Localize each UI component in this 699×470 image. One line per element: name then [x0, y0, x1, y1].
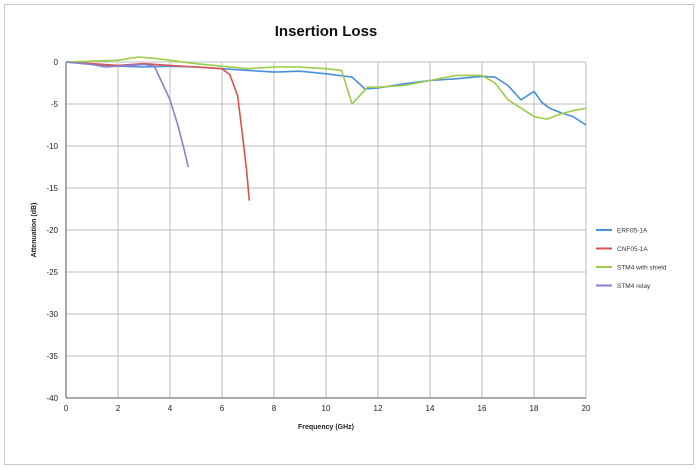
y-tick-labels: 0 -5 -10 -15 -20 -25 -30 -35 -40 — [46, 58, 58, 403]
x-axis-label: Frequency (GHz) — [298, 424, 354, 431]
x-tick-label: 20 — [582, 404, 591, 413]
y-tick-label: -5 — [51, 100, 59, 109]
gridlines — [65, 61, 587, 399]
y-tick-label: -25 — [46, 268, 58, 277]
data-series — [65, 56, 587, 201]
series-line-stm4-with-shield — [65, 56, 587, 120]
x-tick-label: 10 — [322, 404, 331, 413]
x-tick-label: 18 — [530, 404, 539, 413]
series-line-cnf05-1a — [65, 61, 251, 201]
x-tick-label: 12 — [374, 404, 383, 413]
legend-label: CNF05-1A — [617, 246, 648, 253]
y-tick-label: 0 — [54, 58, 59, 67]
x-tick-label: 8 — [272, 404, 277, 413]
x-tick-label: 2 — [116, 404, 121, 413]
axes — [65, 62, 586, 399]
y-tick-label: -20 — [46, 226, 58, 235]
x-tick-label: 16 — [478, 404, 487, 413]
x-tick-label: 4 — [168, 404, 173, 413]
legend: ERF05-1A CNF05-1A STM4 with shield STM4 rel… — [596, 228, 667, 290]
x-tick-label: 14 — [426, 404, 435, 413]
y-tick-label: -15 — [46, 184, 58, 193]
x-tick-labels: 0 2 4 6 8 10 12 14 16 18 20 — [64, 404, 591, 413]
y-tick-label: -35 — [46, 352, 58, 361]
y-tick-label: -40 — [46, 394, 58, 403]
chart-frame — [4, 4, 694, 465]
x-tick-label: 0 — [64, 404, 69, 413]
y-tick-label: -10 — [46, 142, 58, 151]
chart-title: Insertion Loss — [275, 23, 378, 40]
x-tick-label: 6 — [220, 404, 225, 413]
y-axis-label: Attenuation (dB) — [31, 203, 38, 258]
y-tick-label: -30 — [46, 310, 58, 319]
legend-label: STM4 with shield — [617, 265, 667, 272]
legend-label: STM4 relay — [617, 283, 651, 290]
series-line-stm4-relay — [65, 61, 189, 168]
legend-label: ERF05-1A — [617, 228, 648, 235]
